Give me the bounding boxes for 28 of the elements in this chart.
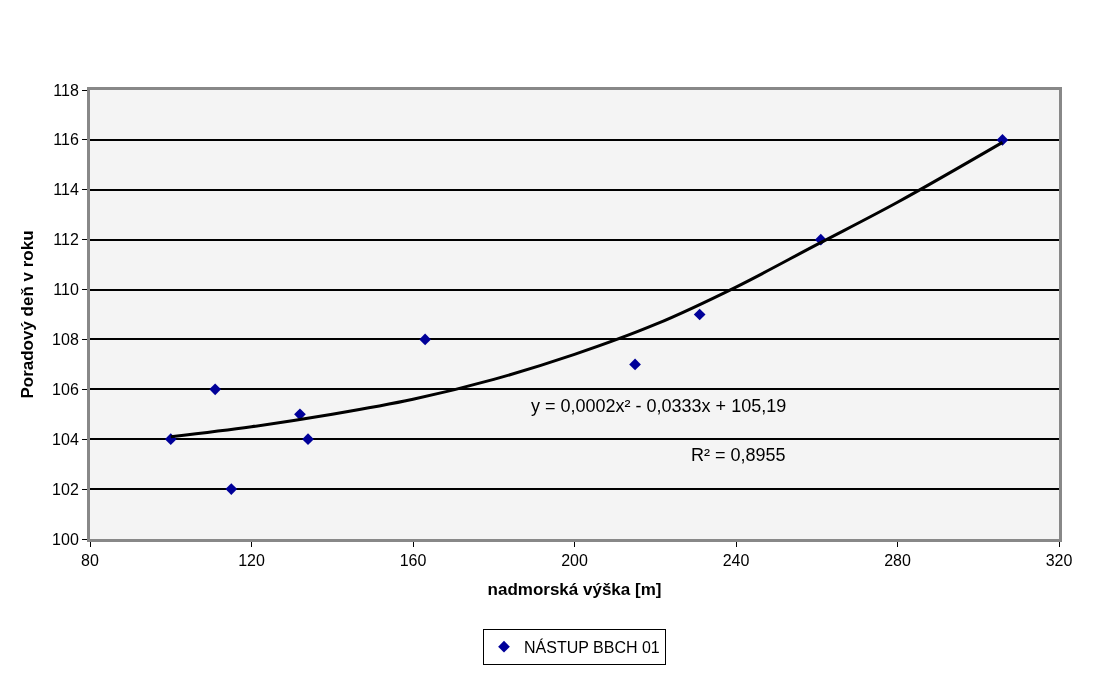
y-tick-label: 110 xyxy=(53,281,79,299)
y-tick-label: 102 xyxy=(52,480,79,498)
legend-label: NÁSTUP BBCH 01 xyxy=(524,637,660,656)
y-tick-label: 106 xyxy=(52,380,79,398)
y-axis-title: Poradový deň v roku xyxy=(17,230,37,399)
x-tick-label: 320 xyxy=(1045,552,1073,570)
y-tick-label: 100 xyxy=(52,530,79,548)
y-tick-label: 116 xyxy=(53,131,79,149)
x-tick-label: 240 xyxy=(722,552,750,570)
y-tick-label: 108 xyxy=(52,331,79,349)
x-tick-label: 160 xyxy=(399,552,427,570)
y-tick-label: 114 xyxy=(53,181,79,199)
point xyxy=(302,433,314,446)
point xyxy=(629,358,641,371)
point xyxy=(209,383,222,396)
point xyxy=(225,483,238,495)
point xyxy=(419,333,431,346)
x-axis-title: nadmorská výška [m] xyxy=(487,579,662,599)
y-tick-label: 118 xyxy=(53,81,79,99)
annotation: y = 0,0002x² - 0,0333x + 105,19 xyxy=(531,396,787,416)
y-tick-label: 112 xyxy=(53,231,79,249)
y-tick-label: 104 xyxy=(52,430,79,448)
x-tick-label: 80 xyxy=(81,552,99,570)
x-tick-label: 120 xyxy=(238,552,265,570)
x-tick-label: 280 xyxy=(884,552,911,570)
annotation: R² = 0,8955 xyxy=(691,445,786,465)
point xyxy=(693,308,706,321)
x-tick-label: 200 xyxy=(561,552,588,570)
